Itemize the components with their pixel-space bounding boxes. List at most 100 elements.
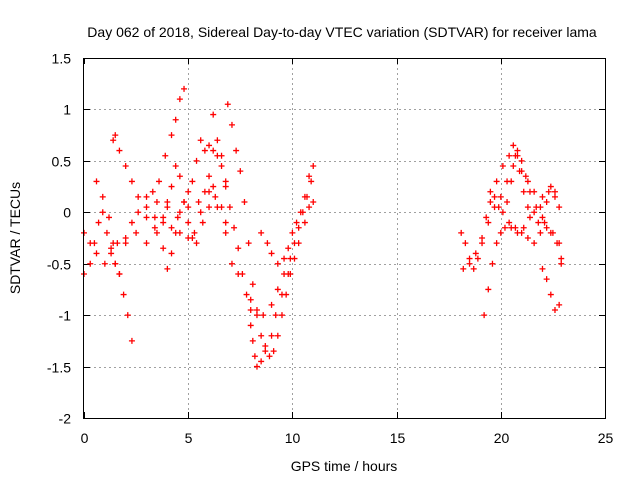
data-point [499, 163, 506, 169]
data-point [285, 245, 292, 252]
data-point [176, 209, 183, 216]
data-point [306, 173, 313, 180]
series-sat-e [116, 271, 135, 344]
data-point [258, 332, 265, 339]
data-point [143, 193, 150, 200]
data-point [206, 173, 213, 180]
data-point [514, 152, 521, 159]
data-point [210, 183, 217, 190]
data-point [191, 229, 198, 236]
data-point [201, 188, 208, 195]
data-point [479, 235, 486, 241]
data-point [241, 199, 248, 205]
y-tick-label: -1 [59, 308, 72, 324]
data-point [247, 307, 254, 313]
x-tick-label: 10 [285, 430, 301, 446]
data-point [195, 199, 202, 205]
data-point [151, 214, 158, 221]
data-point [487, 188, 494, 195]
plot-frame [83, 58, 606, 419]
data-point [485, 286, 492, 293]
data-point [558, 255, 565, 262]
data-point [176, 96, 183, 103]
data-point [518, 157, 525, 164]
data-point [99, 209, 106, 216]
data-point [176, 173, 183, 180]
data-point [251, 353, 258, 360]
data-point [214, 137, 221, 144]
data-point [185, 204, 192, 211]
data-point [210, 147, 217, 154]
data-point [112, 132, 119, 139]
data-point [310, 163, 317, 169]
data-point [168, 250, 175, 257]
data-point [278, 291, 285, 298]
series-sat-f [122, 85, 188, 247]
data-point [189, 178, 196, 185]
data-point [281, 255, 288, 262]
data-point [462, 240, 469, 247]
data-point [247, 296, 254, 303]
data-point [156, 178, 163, 185]
data-point [239, 271, 246, 277]
data-points [81, 85, 565, 370]
data-point [278, 312, 285, 319]
data-point [506, 219, 513, 226]
data-point [112, 260, 119, 267]
data-point [168, 132, 175, 139]
data-point [268, 250, 275, 257]
data-point [489, 260, 496, 267]
data-point [189, 235, 196, 241]
data-point [537, 229, 544, 236]
series-sat-p [481, 188, 558, 319]
data-point [235, 245, 242, 252]
data-point [197, 209, 204, 216]
data-point [539, 265, 546, 272]
data-point [543, 199, 550, 205]
data-point [493, 240, 500, 247]
data-point [197, 137, 204, 144]
data-point [535, 219, 542, 226]
data-point [110, 137, 117, 144]
data-point [270, 348, 277, 355]
data-point [249, 337, 256, 344]
data-point [222, 178, 229, 185]
data-point [253, 312, 260, 319]
data-point [222, 229, 229, 236]
x-tick-label: 5 [185, 430, 193, 446]
data-point [218, 204, 225, 211]
data-point [160, 245, 167, 252]
data-point [122, 235, 129, 241]
data-point [218, 163, 225, 169]
y-tick-label: 0 [63, 205, 71, 221]
data-point [143, 214, 150, 221]
data-point [101, 260, 108, 267]
data-point [151, 224, 158, 231]
data-point [551, 193, 558, 200]
data-point [291, 240, 298, 247]
data-point [479, 240, 486, 247]
series-sat-j [224, 101, 294, 360]
data-point [103, 229, 110, 236]
data-point [504, 199, 511, 205]
data-point [153, 199, 160, 205]
y-tick-label: 0.5 [52, 154, 72, 170]
data-point [539, 193, 546, 200]
data-point [289, 229, 296, 236]
data-point [556, 301, 563, 308]
data-point [293, 219, 300, 226]
data-point [524, 178, 531, 185]
data-point [260, 312, 267, 319]
data-point [543, 224, 550, 231]
data-point [556, 204, 563, 211]
data-point [268, 301, 275, 308]
data-point [510, 163, 517, 169]
data-point [210, 111, 217, 118]
data-point [228, 260, 235, 267]
data-point [299, 209, 306, 216]
series-sat-c [93, 178, 119, 267]
data-point [491, 204, 498, 211]
tick-labels: 0 5 10 15 20 25 -2 -1.5 -1 -0.5 0 0.5 1 1.5 [47, 51, 614, 447]
data-point [531, 188, 538, 195]
